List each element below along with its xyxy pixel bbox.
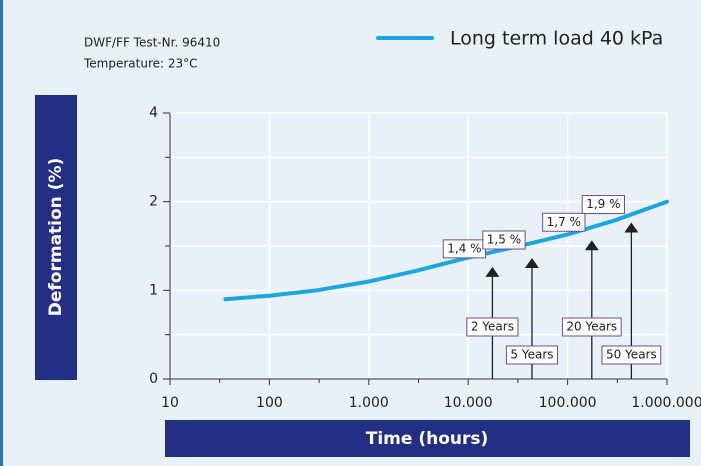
value-label-box (581, 195, 626, 215)
legend-label: Long term load 40 kPa (450, 28, 663, 50)
x-tick-label: 100 (256, 395, 283, 411)
year-label-box (505, 345, 559, 365)
value-label-box (542, 212, 586, 232)
y-tick-label: 4 (149, 105, 158, 121)
x-tick-label: 10 (161, 395, 179, 411)
x-tick-label: 100.000 (539, 395, 597, 411)
year-label: 2 Years (471, 320, 514, 334)
year-label-box (561, 317, 622, 337)
y-tick-label: 1 (149, 282, 158, 298)
x-axis-label: Time (hours) (366, 429, 489, 449)
line (223, 199, 669, 302)
arrow-head (485, 266, 500, 277)
year-label: 20 Years (566, 320, 617, 334)
value-label: 1,9 % (586, 197, 620, 211)
year-label-box (601, 345, 662, 365)
y-tick-label: 0 (149, 371, 158, 387)
arrow-head (624, 222, 639, 233)
x-tick-label: 1.000 (349, 395, 389, 411)
x-tick-label: 1.000.000 (631, 395, 701, 411)
note: DWF/FF Test-Nr. 96410 (84, 36, 220, 50)
value-label: 1,4 % (447, 241, 481, 255)
arrow-head (584, 240, 599, 251)
value-label-box (482, 230, 526, 250)
year-label: 5 Years (510, 348, 553, 362)
arrow-head (524, 258, 539, 268)
x-tick-label: 10.000 (444, 395, 493, 411)
note: Temperature: 23°C (83, 57, 198, 71)
year-label: 50 Years (606, 348, 657, 362)
year-label-box (466, 317, 519, 337)
y-tick-label: 2 (149, 194, 158, 210)
value-label: 1,5 % (487, 233, 521, 247)
x-label-box (165, 420, 690, 457)
y-label-box (35, 95, 77, 380)
value-label: 1,7 % (547, 215, 581, 229)
y-axis-label: Deformation (%) (46, 158, 66, 317)
